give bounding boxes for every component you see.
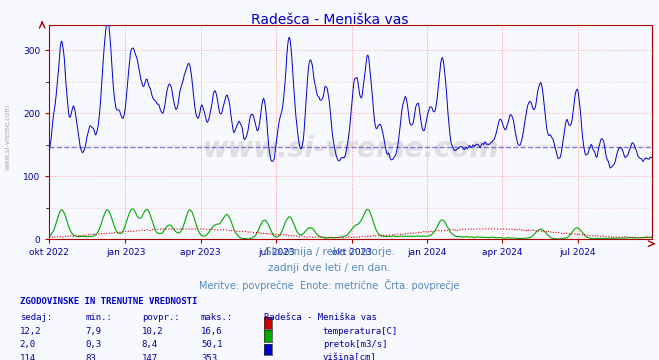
Text: zadnji dve leti / en dan.: zadnji dve leti / en dan. xyxy=(268,263,391,273)
Text: 114: 114 xyxy=(20,354,36,360)
Text: Radešca - Meniška vas: Radešca - Meniška vas xyxy=(251,13,408,27)
Text: Radešca - Meniška vas: Radešca - Meniška vas xyxy=(264,313,376,322)
Text: višina[cm]: višina[cm] xyxy=(323,354,377,360)
Text: www.si-vreme.com: www.si-vreme.com xyxy=(5,104,11,170)
Text: povpr.:: povpr.: xyxy=(142,313,179,322)
Text: ZGODOVINSKE IN TRENUTNE VREDNOSTI: ZGODOVINSKE IN TRENUTNE VREDNOSTI xyxy=(20,297,197,306)
Text: www.si-vreme.com: www.si-vreme.com xyxy=(203,135,499,163)
Text: min.:: min.: xyxy=(86,313,113,322)
Text: 83: 83 xyxy=(86,354,96,360)
Text: sedaj:: sedaj: xyxy=(20,313,52,322)
Text: temperatura[C]: temperatura[C] xyxy=(323,327,398,336)
Text: 10,2: 10,2 xyxy=(142,327,163,336)
Text: maks.:: maks.: xyxy=(201,313,233,322)
Text: pretok[m3/s]: pretok[m3/s] xyxy=(323,340,387,349)
Text: 2,0: 2,0 xyxy=(20,340,36,349)
Text: 147: 147 xyxy=(142,354,158,360)
Text: 7,9: 7,9 xyxy=(86,327,101,336)
Text: 16,6: 16,6 xyxy=(201,327,223,336)
Text: 12,2: 12,2 xyxy=(20,327,42,336)
Text: 50,1: 50,1 xyxy=(201,340,223,349)
Text: Meritve: povprečne  Enote: metrične  Črta: povprečje: Meritve: povprečne Enote: metrične Črta:… xyxy=(199,279,460,291)
Text: 8,4: 8,4 xyxy=(142,340,158,349)
Text: Slovenija / reke in morje.: Slovenija / reke in morje. xyxy=(264,247,395,257)
Text: 0,3: 0,3 xyxy=(86,340,101,349)
Text: 353: 353 xyxy=(201,354,217,360)
